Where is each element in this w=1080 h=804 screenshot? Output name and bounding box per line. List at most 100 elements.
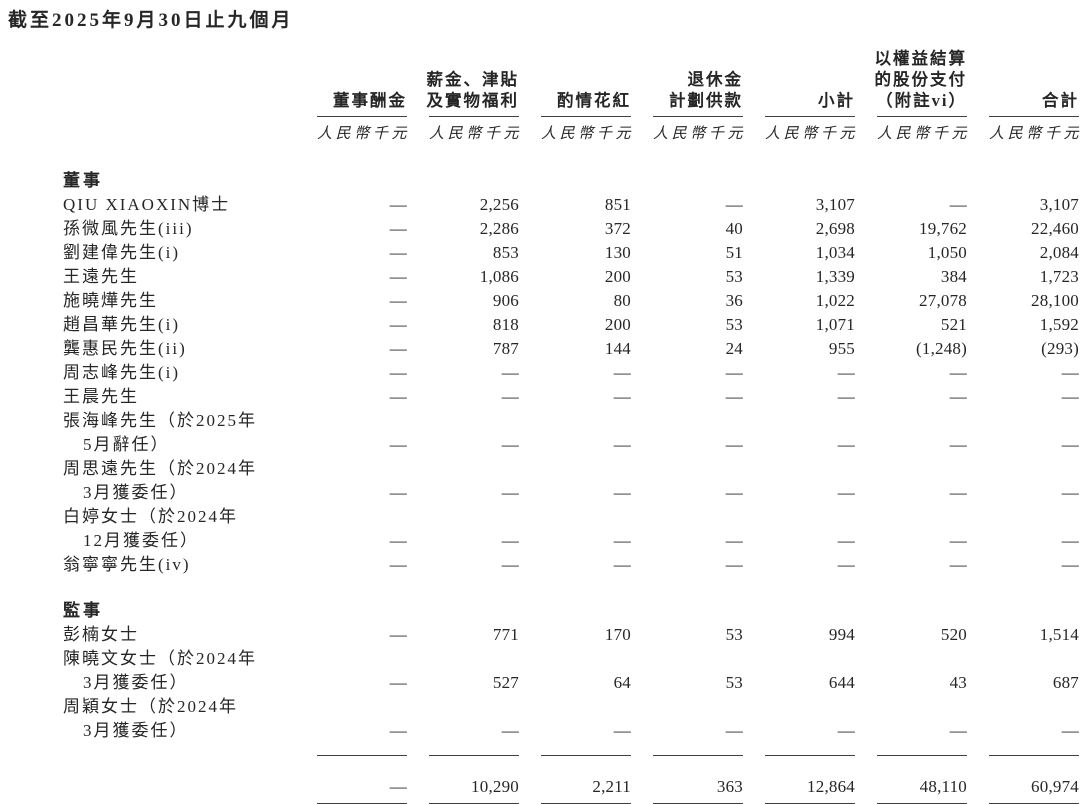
cell-value: — xyxy=(837,387,855,406)
cell-value: — xyxy=(389,363,407,382)
row-label-line: 周志峰先生(i) xyxy=(63,363,181,382)
cell-value: — xyxy=(501,555,519,574)
cell-value: (293) xyxy=(1041,339,1079,358)
column-header: 合計 人民幣千元 xyxy=(967,48,1079,155)
column-header-line: 薪金、津貼 xyxy=(426,70,519,89)
cell-value: 644 xyxy=(828,673,855,692)
column-header-rule xyxy=(989,116,1079,117)
row-label: 周穎女士（於2024年 3月獲委任） xyxy=(63,695,295,743)
table-header-row: 董事酬金 人民幣千元 薪金、津貼 及實物福利 人民幣千元 酌情花紅 人民幣千元 退休金 計劃供款… xyxy=(63,48,1079,155)
remuneration-table: 董事酬金 人民幣千元 薪金、津貼 及實物福利 人民幣千元 酌情花紅 人民幣千元 退休金 計劃供款… xyxy=(63,48,1079,804)
section-header: 監事 xyxy=(63,601,103,620)
cell-value: — xyxy=(1061,363,1079,382)
column-header-line: 董事酬金 xyxy=(333,91,407,110)
cell-value: 200 xyxy=(604,315,631,334)
row-label-line: QIU XIAOXIN博士 xyxy=(63,195,231,214)
cell-value: — xyxy=(613,387,631,406)
cell-value: — xyxy=(949,387,967,406)
cell-value: 53 xyxy=(725,267,743,286)
cell-value: 3,107 xyxy=(815,195,855,214)
cell-value: 906 xyxy=(492,291,519,310)
column-header-line: 合計 xyxy=(1042,91,1079,110)
row-label-line: 趙昌華先生(i) xyxy=(63,315,181,334)
cell-value: 687 xyxy=(1052,673,1079,692)
cell-value: — xyxy=(949,363,967,382)
spacer-cell xyxy=(63,155,1079,169)
total-cell: — xyxy=(295,774,407,804)
table-row: 周穎女士（於2024年 3月獲委任） — — — — — — — xyxy=(63,695,1079,743)
cell-value: 851 xyxy=(604,195,631,214)
cell-value: — xyxy=(949,531,967,550)
column-header-rule xyxy=(317,116,407,117)
cell-value: 19,762 xyxy=(919,219,967,238)
spacer-row xyxy=(63,756,1079,774)
cell-value: 527 xyxy=(492,673,519,692)
column-header-line: 以權益結算 xyxy=(874,49,967,68)
cell-value: 520 xyxy=(940,625,967,644)
column-header-line: 小計 xyxy=(818,91,855,110)
row-label-line: 5月辭任） xyxy=(83,435,170,454)
cell-value: — xyxy=(501,531,519,550)
section-header: 董事 xyxy=(63,171,103,190)
column-unit-label: 人民幣千元 xyxy=(877,126,967,142)
rule-cell xyxy=(855,743,967,756)
column-header-label: 酌情花紅 xyxy=(519,90,631,111)
cell-value: — xyxy=(613,721,631,740)
rule-cell xyxy=(631,743,743,756)
cell-value: — xyxy=(837,363,855,382)
cell-value: — xyxy=(949,435,967,454)
single-rule xyxy=(989,755,1079,756)
column-header: 薪金、津貼 及實物福利 人民幣千元 xyxy=(407,48,519,155)
cell-value: — xyxy=(613,435,631,454)
cell-value: — xyxy=(725,435,743,454)
single-rule xyxy=(877,755,967,756)
column-header-label: 合計 xyxy=(967,90,1079,111)
table-row: 施曉燁先生 — 906 80 36 1,022 27,078 28,100 xyxy=(63,289,1079,313)
rule-cell xyxy=(407,743,519,756)
cell-value: — xyxy=(725,721,743,740)
total-value: 12,864 xyxy=(807,777,855,796)
row-label-line: 3月獲委任） xyxy=(83,721,189,740)
cell-value: — xyxy=(389,219,407,238)
cell-value: — xyxy=(389,721,407,740)
row-label-line: 劉建偉先生(i) xyxy=(63,243,181,262)
total-cell: 363 xyxy=(631,774,743,804)
total-value: 60,974 xyxy=(1031,777,1079,796)
column-header: 酌情花紅 人民幣千元 xyxy=(519,48,631,155)
column-header-line: （附註vi） xyxy=(876,91,967,110)
cell-value: — xyxy=(1061,555,1079,574)
spacer-cell xyxy=(63,577,1079,599)
row-label: QIU XIAOXIN博士 xyxy=(63,193,295,217)
cell-value: 1,034 xyxy=(815,243,855,262)
cell-value: — xyxy=(949,195,967,214)
cell-value: 1,071 xyxy=(815,315,855,334)
row-label-line: 3月獲委任） xyxy=(83,673,189,692)
cell-value: — xyxy=(389,267,407,286)
cell-value: — xyxy=(501,721,519,740)
row-label: 翁寧寧先生(iv) xyxy=(63,553,295,577)
cell-value: — xyxy=(389,243,407,262)
row-label-line: 3月獲委任） xyxy=(83,483,189,502)
cell-value: — xyxy=(949,483,967,502)
table-row: 王遠先生 — 1,086 200 53 1,339 384 1,723 xyxy=(63,265,1079,289)
column-header-line: 計劃供款 xyxy=(669,91,743,110)
row-label: 彭楠女士 xyxy=(63,623,295,647)
total-value: — xyxy=(389,777,407,796)
cell-value: 955 xyxy=(828,339,855,358)
cell-value: 2,256 xyxy=(479,195,519,214)
column-unit-label: 人民幣千元 xyxy=(317,126,407,142)
row-label: 周志峰先生(i) xyxy=(63,361,295,385)
cell-value: — xyxy=(389,339,407,358)
rule-cell xyxy=(519,743,631,756)
cell-value: 130 xyxy=(604,243,631,262)
spacer-row xyxy=(63,155,1079,169)
cell-value: — xyxy=(389,387,407,406)
cell-value: — xyxy=(613,363,631,382)
column-header-line: 酌情花紅 xyxy=(557,91,631,110)
total-value: 2,211 xyxy=(592,777,631,796)
cell-value: 80 xyxy=(613,291,631,310)
table-row: 王晨先生 — — — — — — — xyxy=(63,385,1079,409)
cell-value: 1,050 xyxy=(927,243,967,262)
cell-value: — xyxy=(725,483,743,502)
